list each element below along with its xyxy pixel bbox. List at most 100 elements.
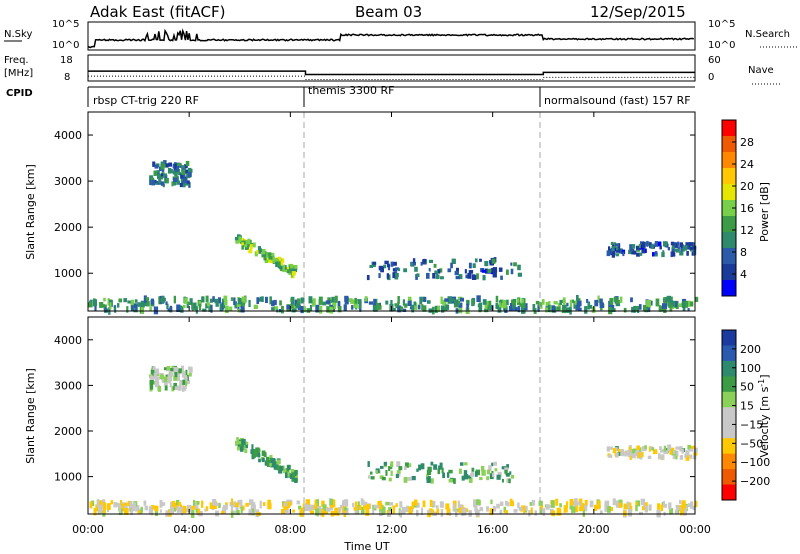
echo-cell <box>677 246 680 251</box>
echo-cell <box>510 268 514 275</box>
echo-cell <box>432 273 436 279</box>
echo-cell <box>643 502 648 507</box>
echo-cell <box>284 265 287 270</box>
echo-cell <box>286 269 290 274</box>
echo-cell <box>441 467 444 474</box>
echo-cell <box>273 259 276 264</box>
echo-cell <box>268 254 273 260</box>
colorbar-swatch <box>722 391 736 408</box>
echo-cell <box>486 476 490 481</box>
echo-cell <box>599 298 603 306</box>
echo-cell <box>391 307 396 312</box>
echo-cell <box>325 300 330 304</box>
echo-cell <box>420 507 423 516</box>
echo-cell <box>625 450 628 455</box>
echo-cell <box>411 304 415 313</box>
echo-cell <box>273 464 278 470</box>
echo-cell <box>463 474 469 480</box>
echo-cell <box>679 242 683 248</box>
echo-cell <box>407 296 412 301</box>
echo-cell <box>318 305 323 314</box>
echo-cell <box>398 466 403 471</box>
echo-cell <box>234 301 237 309</box>
echo-cell <box>253 504 256 512</box>
echo-cell <box>173 295 176 304</box>
echo-cell <box>440 509 444 517</box>
velocity-panel: 1000 2000 3000 4000 Slant Range [km] <box>24 316 698 518</box>
echo-cell <box>453 478 456 484</box>
power-y-ticks: 1000 2000 3000 4000 <box>54 129 695 280</box>
echo-cell <box>137 510 141 514</box>
echo-cell <box>635 502 638 507</box>
echo-cell <box>344 295 349 302</box>
echo-cell <box>476 295 481 302</box>
echo-cell <box>615 300 620 304</box>
echo-cell <box>661 252 665 258</box>
echo-cell <box>140 506 143 513</box>
echo-cell <box>468 262 472 269</box>
echo-cell <box>354 298 357 304</box>
echo-cell <box>250 449 255 455</box>
echo-cell <box>271 300 275 307</box>
echo-cell <box>174 169 179 174</box>
echo-cell <box>209 502 214 509</box>
echo-cell <box>504 510 508 514</box>
echo-cell <box>636 245 640 250</box>
echo-cell <box>660 454 665 460</box>
echo-cell <box>330 504 334 508</box>
echo-cell <box>599 302 604 308</box>
echo-cell <box>439 268 443 273</box>
echo-cell <box>329 306 334 314</box>
echo-cell <box>675 301 678 307</box>
echo-cell <box>687 444 691 450</box>
echo-cell <box>460 462 464 466</box>
echo-cell <box>521 505 525 511</box>
x-axis-label: Time UT <box>343 540 389 553</box>
echo-cell <box>497 306 502 313</box>
echo-cell <box>241 242 244 246</box>
echo-cell <box>397 296 400 304</box>
echo-cell <box>314 503 318 510</box>
echo-cell <box>135 505 140 512</box>
echo-cell <box>689 448 693 452</box>
echo-cell <box>545 302 550 307</box>
echo-cell <box>225 305 229 314</box>
echo-cell <box>159 166 162 172</box>
echo-cell <box>564 506 568 513</box>
echo-cell <box>434 270 438 275</box>
echo-cell <box>161 167 165 172</box>
echo-cell <box>270 256 275 261</box>
echo-cell <box>417 304 421 310</box>
echo-cell <box>664 303 667 310</box>
echo-cell <box>292 509 295 513</box>
echo-cell <box>677 241 680 247</box>
echo-cell <box>294 474 298 479</box>
colorbar-swatch <box>722 407 736 424</box>
echo-cell <box>423 296 427 302</box>
echo-cell <box>523 505 528 511</box>
echo-cell <box>198 304 202 311</box>
echo-cell <box>145 297 150 301</box>
echo-cell <box>394 303 397 307</box>
echo-cell <box>294 299 298 306</box>
echo-cell <box>186 180 190 184</box>
echo-cell <box>635 505 638 512</box>
echo-cell <box>691 242 695 246</box>
echo-cell <box>270 252 275 256</box>
velocity-ylabel: Slant Range [km] <box>24 368 37 464</box>
echo-cell <box>518 506 523 511</box>
echo-cell <box>149 380 154 385</box>
echo-cell <box>343 304 347 311</box>
echo-cell <box>644 248 647 253</box>
echo-cell <box>103 506 106 514</box>
echo-cell <box>167 168 172 174</box>
echo-cell <box>397 305 402 313</box>
echo-cell <box>372 304 378 312</box>
echo-cell <box>384 260 389 265</box>
echo-cell <box>458 274 463 280</box>
echo-cell <box>455 276 460 280</box>
echo-cell <box>414 504 417 508</box>
echo-cell <box>293 308 297 312</box>
echo-cell <box>308 296 313 304</box>
echo-cell <box>556 306 561 312</box>
